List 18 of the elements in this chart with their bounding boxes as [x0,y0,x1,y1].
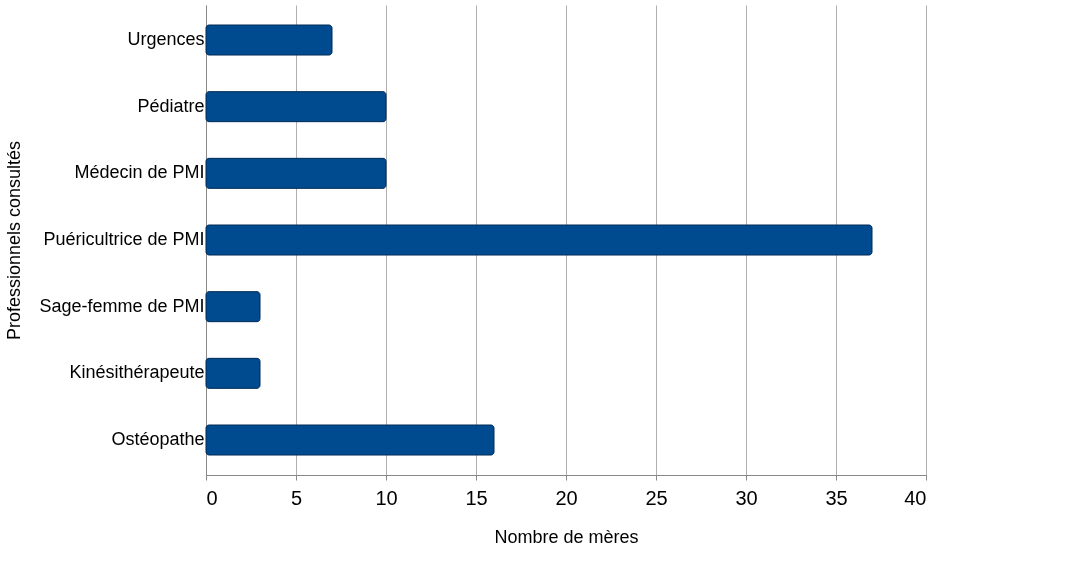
y-tick-label: Pédiatre [137,95,205,116]
x-tick-label: 35 [825,486,848,509]
y-axis-title: Professionnels consultés [4,140,25,341]
y-tick-label: Kinésithérapeute [69,362,205,383]
y-tick-label: Ostéopathe [111,429,205,449]
x-axis-title: Nombre de mères [494,526,639,547]
x-tick-label: 40 [904,486,927,509]
y-tick-label: Médecin de PMI [74,162,205,183]
x-tick-label: 30 [735,486,758,509]
x-tick-label: 5 [290,486,303,509]
x-tick-label: 20 [555,486,578,509]
x-tick-label: 10 [375,486,398,509]
x-tick-label: 25 [645,486,668,509]
x-tick-label: 0 [206,486,218,509]
x-tick-label: 15 [465,486,488,509]
y-tick-label: Puéricultrice de PMI [43,229,205,249]
y-tick-label: Urgences [127,29,205,49]
y-tick-label: Sage-femme de PMI [39,295,205,316]
